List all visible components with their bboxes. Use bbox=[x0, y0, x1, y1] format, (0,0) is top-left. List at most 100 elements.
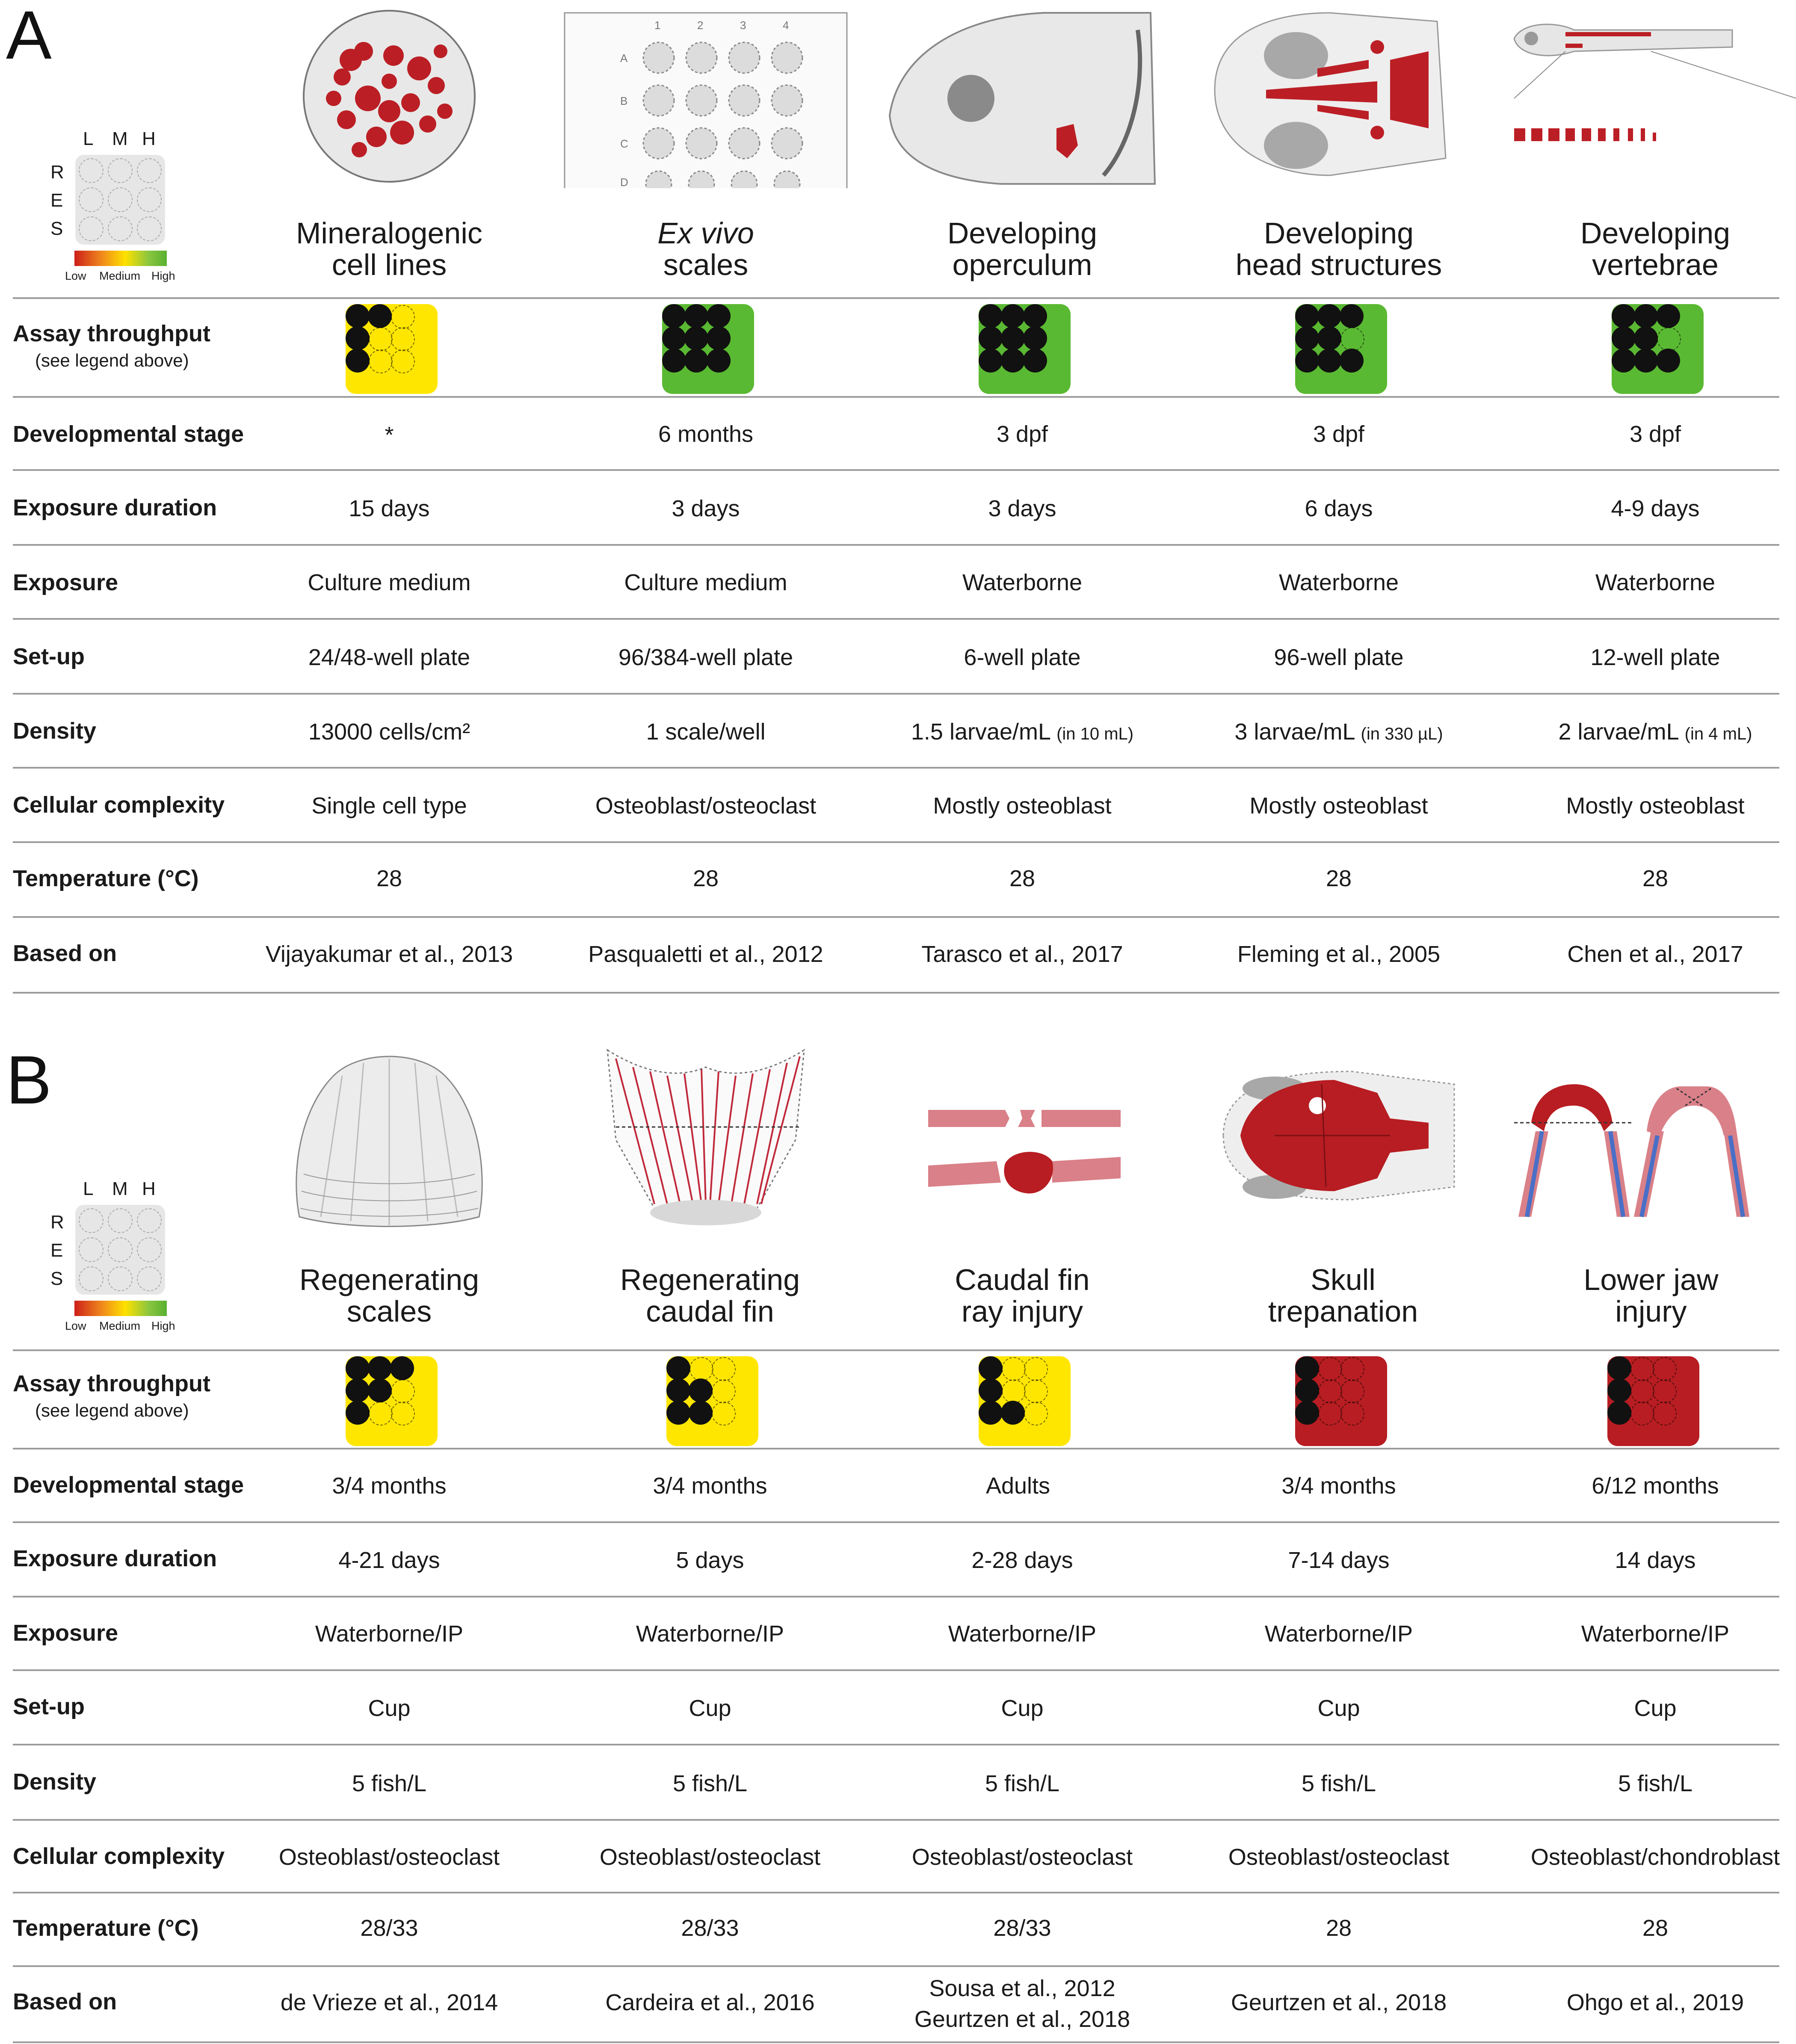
throughput-dot-filled bbox=[1317, 326, 1341, 350]
cell-value: 4-9 days bbox=[1611, 496, 1700, 521]
throughput-grid bbox=[979, 304, 1071, 394]
panel-letter: A bbox=[6, 0, 52, 73]
svg-text:4: 4 bbox=[783, 19, 789, 32]
throughput-grid bbox=[346, 1356, 438, 1446]
throughput-dot-empty bbox=[1653, 1379, 1677, 1403]
reference: Tarasco et al., 2017 bbox=[921, 941, 1123, 967]
throughput-dot-filled bbox=[662, 326, 686, 350]
cell-value: 1.5 larvae/mL (in 10 mL) bbox=[911, 719, 1134, 745]
throughput-dot-filled bbox=[1634, 304, 1658, 328]
cell-value: 2 larvae/mL (in 4 mL) bbox=[1558, 719, 1752, 745]
cell-culture-well-icon bbox=[303, 10, 476, 183]
row-label: Assay throughput (see legend above) bbox=[13, 321, 211, 370]
model-title: Ex vivo scales bbox=[657, 216, 754, 281]
legend-grid bbox=[75, 1205, 165, 1295]
throughput-dot-filled bbox=[684, 304, 708, 328]
model-title: Developing head structures bbox=[1235, 216, 1442, 281]
throughput-dot-filled bbox=[662, 304, 686, 328]
legend-grid bbox=[75, 155, 165, 245]
throughput-dot-filled bbox=[979, 1378, 1003, 1402]
throughput-dot-empty bbox=[1340, 1402, 1364, 1426]
legend-medium: Medium bbox=[99, 269, 141, 282]
svg-text:1: 1 bbox=[654, 19, 660, 32]
larva-operculum-icon bbox=[888, 12, 1156, 185]
throughput-dot-filled bbox=[1612, 326, 1636, 350]
fin-ray-injury-icon bbox=[928, 1110, 1121, 1194]
cell-value: 28 bbox=[1642, 866, 1669, 891]
row-label: Cellular complexity bbox=[13, 1843, 225, 1869]
throughput-dot-filled bbox=[346, 326, 370, 350]
cell-value: 3/4 months bbox=[332, 1473, 447, 1499]
throughput-dot-filled bbox=[1295, 349, 1319, 373]
cell-value: * bbox=[385, 422, 394, 448]
cell-value: 3 days bbox=[988, 496, 1056, 521]
throughput-dot-filled bbox=[662, 349, 686, 373]
reference: Pasqualetti et al., 2012 bbox=[588, 941, 823, 967]
row-exposure: Exposure Waterborne/IP Waterborne/IP Wat… bbox=[13, 1596, 1779, 1671]
model-title: Mineralogenic cell lines bbox=[296, 216, 482, 281]
caudal-fin-icon bbox=[607, 1049, 805, 1225]
throughput-dot-empty bbox=[1630, 1357, 1654, 1381]
model-title: Caudal fin ray injury bbox=[955, 1263, 1090, 1328]
throughput-dot-filled bbox=[1607, 1401, 1631, 1425]
throughput-dot-empty bbox=[1340, 1357, 1364, 1381]
throughput-dot-filled bbox=[666, 1401, 690, 1425]
cell-value: 96-well plate bbox=[1274, 645, 1404, 670]
row-label: Based on bbox=[13, 1989, 117, 2014]
row-complexity: Cellular complexity Single cell type Ost… bbox=[13, 767, 1779, 843]
cell-value: 4-21 days bbox=[338, 1547, 440, 1573]
well-plate-icon: 1 2 3 4 A B C D bbox=[564, 12, 848, 188]
throughput-dot-filled bbox=[684, 326, 708, 350]
throughput-grid bbox=[666, 1356, 758, 1446]
cell-value: 3 larvae/mL (in 330 µL) bbox=[1234, 719, 1443, 745]
cell-value: Waterborne bbox=[962, 570, 1083, 595]
row-duration: Exposure duration 15 days 3 days 3 days … bbox=[13, 469, 1779, 546]
throughput-dot-filled bbox=[1340, 304, 1364, 328]
legend-col-h: H bbox=[142, 1178, 156, 1199]
throughput-dot-empty bbox=[1657, 327, 1681, 351]
throughput-dot-filled bbox=[346, 349, 370, 373]
row-label: Density bbox=[13, 1769, 97, 1795]
row-exposure: Exposure Culture medium Culture medium W… bbox=[13, 544, 1779, 620]
throughput-dot-empty bbox=[391, 305, 415, 329]
throughput-dot-empty bbox=[1318, 1357, 1342, 1381]
throughput-dot-filled bbox=[684, 349, 708, 373]
throughput-dot-filled bbox=[1295, 304, 1319, 328]
row-based-on: Based on Vijayakumar et al., 2013 Pasqua… bbox=[13, 916, 1779, 994]
throughput-dot-empty bbox=[712, 1357, 736, 1381]
throughput-dot-empty bbox=[1318, 1379, 1342, 1403]
throughput-dot-filled bbox=[1634, 326, 1658, 350]
cell-value: 5 fish/L bbox=[672, 1771, 748, 1796]
legend-low: Low bbox=[65, 269, 86, 282]
cell-value: 24/48-well plate bbox=[308, 645, 470, 670]
cell-value: Mostly osteoblast bbox=[1249, 793, 1428, 819]
cell-value: Waterborne/IP bbox=[1264, 1621, 1413, 1647]
throughput-dot-filled bbox=[1634, 349, 1658, 373]
throughput-dot-filled bbox=[346, 1356, 370, 1380]
throughput-dot-filled bbox=[1023, 304, 1047, 328]
throughput-dot-filled bbox=[1317, 304, 1341, 328]
cell-value: Osteoblast/osteoclast bbox=[1228, 1844, 1450, 1870]
throughput-dot-filled bbox=[1607, 1356, 1631, 1380]
cell-value: 28 bbox=[376, 866, 402, 891]
cell-value: 7-14 days bbox=[1288, 1547, 1390, 1573]
cell-value: Osteoblast/osteoclast bbox=[595, 793, 817, 819]
cell-value: Osteoblast/osteoclast bbox=[911, 1844, 1133, 1870]
legend-col-l: L bbox=[83, 128, 94, 149]
cell-value: 6-well plate bbox=[964, 645, 1081, 670]
row-label: Based on bbox=[13, 941, 117, 966]
row-label: Developmental stage bbox=[13, 421, 244, 447]
throughput-dot-filled bbox=[1612, 349, 1636, 373]
cell-value: Adults bbox=[985, 1473, 1050, 1499]
reference: Sousa et al., 2012 Geurtzen et al., 2018 bbox=[914, 1976, 1130, 2032]
throughput-dot-filled bbox=[1317, 349, 1341, 373]
cell-value: 5 fish/L bbox=[985, 1771, 1060, 1796]
legend-color-scale bbox=[74, 251, 167, 266]
row-label: Exposure duration bbox=[13, 1546, 217, 1571]
cell-value: Cup bbox=[368, 1695, 411, 1721]
legend-row-r: R bbox=[50, 1212, 64, 1233]
cell-value: Waterborne/IP bbox=[948, 1621, 1097, 1647]
cell-value: 12-well plate bbox=[1590, 645, 1720, 670]
throughput-dot-filled bbox=[346, 1401, 370, 1425]
cell-value: 3 dpf bbox=[1629, 421, 1681, 447]
